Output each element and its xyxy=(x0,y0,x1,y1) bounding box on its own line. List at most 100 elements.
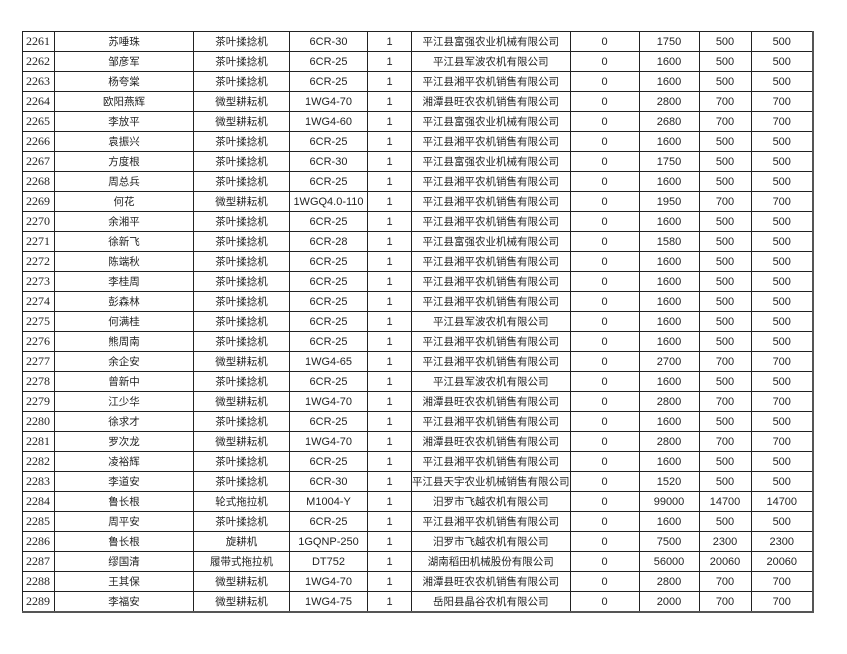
subsidy-cell: 500 xyxy=(698,231,752,252)
subsidy-total-cell: 500 xyxy=(750,31,814,52)
price-cell: 1600 xyxy=(638,331,700,352)
quantity-cell: 1 xyxy=(367,231,412,252)
model-cell: 1WG4-65 xyxy=(289,351,368,372)
dealer-cell: 平江县湘平农机销售有限公司 xyxy=(411,511,571,532)
model-cell: 1WG4-70 xyxy=(289,91,368,112)
dealer-cell: 平江县湘平农机销售有限公司 xyxy=(411,411,571,432)
row-id-cell: 2262 xyxy=(22,51,55,72)
dealer-cell: 平江县天宇农业机械销售有限公司 xyxy=(411,471,571,492)
value-zero-cell: 0 xyxy=(569,431,640,452)
dealer-cell: 湘潭县旺农农机销售有限公司 xyxy=(411,91,571,112)
subsidy-cell: 2300 xyxy=(698,531,752,552)
farmer-name-cell: 罗次龙 xyxy=(54,431,194,452)
farmer-name-cell: 李桂周 xyxy=(54,271,194,292)
machine-type-cell: 茶叶揉捻机 xyxy=(193,371,290,392)
quantity-cell: 1 xyxy=(367,491,412,512)
subsidy-total-cell: 500 xyxy=(750,211,814,232)
model-cell: DT752 xyxy=(289,551,368,572)
model-cell: 1WG4-70 xyxy=(289,391,368,412)
quantity-cell: 1 xyxy=(367,31,412,52)
dealer-cell: 平江县湘平农机销售有限公司 xyxy=(411,211,571,232)
dealer-cell: 湖南稻田机械股份有限公司 xyxy=(411,551,571,572)
quantity-cell: 1 xyxy=(367,71,412,92)
price-cell: 2680 xyxy=(638,111,700,132)
table-row: 2288 王其保 微型耕耘机 1WG4-70 1 湘潭县旺农农机销售有限公司 0 2800 70… xyxy=(22,571,814,592)
quantity-cell: 1 xyxy=(367,451,412,472)
machine-type-cell: 微型耕耘机 xyxy=(193,431,290,452)
subsidy-cell: 500 xyxy=(698,211,752,232)
value-zero-cell: 0 xyxy=(569,291,640,312)
model-cell: 6CR-25 xyxy=(289,51,368,72)
row-id-cell: 2272 xyxy=(22,251,55,272)
subsidy-cell: 500 xyxy=(698,311,752,332)
dealer-cell: 平江县富强农业机械有限公司 xyxy=(411,31,571,52)
subsidy-total-cell: 2300 xyxy=(750,531,814,552)
model-cell: 6CR-25 xyxy=(289,371,368,392)
dealer-cell: 湘潭县旺农农机销售有限公司 xyxy=(411,391,571,412)
table-row: 2289 李福安 微型耕耘机 1WG4-75 1 岳阳县晶谷农机有限公司 0 2000 700 7… xyxy=(22,591,814,613)
dealer-cell: 平江县湘平农机销售有限公司 xyxy=(411,271,571,292)
machine-type-cell: 微型耕耘机 xyxy=(193,351,290,372)
farmer-name-cell: 徐新飞 xyxy=(54,231,194,252)
machine-type-cell: 茶叶揉捻机 xyxy=(193,311,290,332)
model-cell: 6CR-25 xyxy=(289,311,368,332)
quantity-cell: 1 xyxy=(367,111,412,132)
dealer-cell: 湘潭县旺农农机销售有限公司 xyxy=(411,431,571,452)
subsidy-cell: 500 xyxy=(698,131,752,152)
dealer-cell: 平江县湘平农机销售有限公司 xyxy=(411,131,571,152)
value-zero-cell: 0 xyxy=(569,371,640,392)
value-zero-cell: 0 xyxy=(569,131,640,152)
machine-type-cell: 微型耕耘机 xyxy=(193,591,290,613)
quantity-cell: 1 xyxy=(367,291,412,312)
subsidy-total-cell: 500 xyxy=(750,331,814,352)
model-cell: 1WG4-70 xyxy=(289,431,368,452)
row-id-cell: 2261 xyxy=(22,31,55,52)
price-cell: 7500 xyxy=(638,531,700,552)
dealer-cell: 汨罗市飞越农机有限公司 xyxy=(411,531,571,552)
subsidy-cell: 20060 xyxy=(698,551,752,572)
subsidy-cell: 700 xyxy=(698,591,752,613)
machine-type-cell: 旋耕机 xyxy=(193,531,290,552)
subsidy-cell: 700 xyxy=(698,431,752,452)
farmer-name-cell: 何满桂 xyxy=(54,311,194,332)
machine-type-cell: 微型耕耘机 xyxy=(193,91,290,112)
farmer-name-cell: 周平安 xyxy=(54,511,194,532)
model-cell: 6CR-30 xyxy=(289,471,368,492)
subsidy-total-cell: 500 xyxy=(750,131,814,152)
model-cell: 1WG4-75 xyxy=(289,591,368,613)
model-cell: 6CR-25 xyxy=(289,171,368,192)
model-cell: 6CR-25 xyxy=(289,211,368,232)
model-cell: 6CR-28 xyxy=(289,231,368,252)
row-id-cell: 2271 xyxy=(22,231,55,252)
dealer-cell: 平江县湘平农机销售有限公司 xyxy=(411,71,571,92)
dealer-cell: 平江县湘平农机销售有限公司 xyxy=(411,351,571,372)
farmer-name-cell: 欧阳燕辉 xyxy=(54,91,194,112)
dealer-cell: 平江县湘平农机销售有限公司 xyxy=(411,171,571,192)
quantity-cell: 1 xyxy=(367,591,412,613)
row-id-cell: 2265 xyxy=(22,111,55,132)
model-cell: 6CR-25 xyxy=(289,511,368,532)
subsidy-total-cell: 500 xyxy=(750,171,814,192)
subsidy-total-cell: 500 xyxy=(750,371,814,392)
quantity-cell: 1 xyxy=(367,511,412,532)
farmer-name-cell: 鲁长根 xyxy=(54,531,194,552)
value-zero-cell: 0 xyxy=(569,251,640,272)
machine-type-cell: 微型耕耘机 xyxy=(193,191,290,212)
quantity-cell: 1 xyxy=(367,351,412,372)
machine-type-cell: 茶叶揉捻机 xyxy=(193,151,290,172)
price-cell: 1600 xyxy=(638,51,700,72)
machine-type-cell: 微型耕耘机 xyxy=(193,571,290,592)
table-row: 2269 何花 微型耕耘机 1WGQ4.0-110 1 平江县湘平农机销售有限公司 0 195… xyxy=(22,191,814,212)
row-id-cell: 2278 xyxy=(22,371,55,392)
table-row: 2279 江少华 微型耕耘机 1WG4-70 1 湘潭县旺农农机销售有限公司 0 2800 70… xyxy=(22,391,814,412)
machine-type-cell: 茶叶揉捻机 xyxy=(193,331,290,352)
price-cell: 2800 xyxy=(638,391,700,412)
value-zero-cell: 0 xyxy=(569,111,640,132)
dealer-cell: 湘潭县旺农农机销售有限公司 xyxy=(411,571,571,592)
dealer-cell: 平江县富强农业机械有限公司 xyxy=(411,231,571,252)
price-cell: 1600 xyxy=(638,131,700,152)
quantity-cell: 1 xyxy=(367,171,412,192)
table-row: 2267 方度根 茶叶揉捻机 6CR-30 1 平江县富强农业机械有限公司 0 1750 500… xyxy=(22,151,814,172)
model-cell: 1WGQ4.0-110 xyxy=(289,191,368,212)
subsidy-cell: 500 xyxy=(698,71,752,92)
